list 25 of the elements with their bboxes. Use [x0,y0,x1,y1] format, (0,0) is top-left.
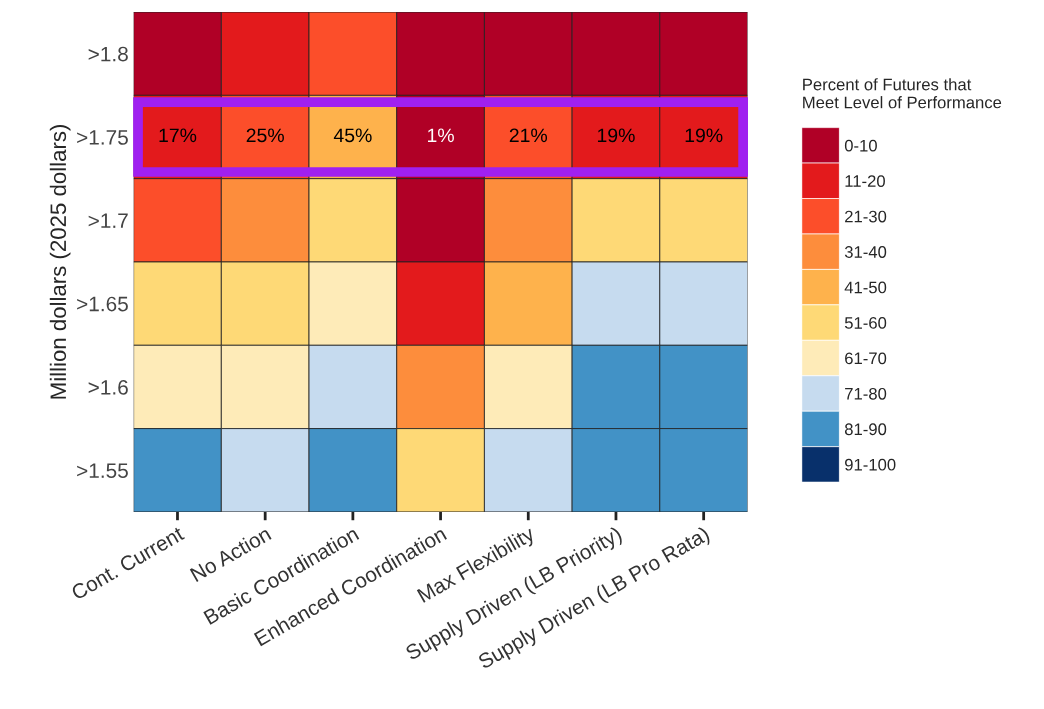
color-bar-label: 21-30 [845,210,887,223]
color-bar-title: Percent of Futures that Meet Level of Performance [803,78,1002,109]
y-tick-label: >1.6 [88,379,128,395]
color-bar-label: 51-60 [844,317,887,329]
data-label: 17% [159,128,197,143]
y-tick-label: >1.75 [77,130,128,145]
data-label: 19% [597,128,635,143]
color-bar-label: 91-100 [845,458,896,471]
data-label: 45% [333,128,372,143]
y-axis-title: Million dollars (2025 dollars) [49,125,71,399]
color-bar-label: 31-40 [844,246,887,258]
color-bar-label: 11-20 [845,175,885,187]
data-label: 25% [246,128,284,143]
color-bar-label: 41-50 [844,281,887,294]
data-label: 1% [428,128,454,143]
y-tick-label: >1.55 [77,463,128,478]
data-label: 19% [685,128,723,143]
color-bar-label: 0-10 [844,139,877,152]
y-tick-label: >1.65 [77,296,128,312]
color-bar-label: 61-70 [845,352,887,365]
y-tick-label: >1.7 [88,213,128,228]
y-tick-label: >1.8 [88,46,128,62]
color-bar-label: 71-80 [845,387,887,400]
data-label: 21% [509,128,548,143]
color-bar-label: 81-90 [844,423,887,436]
